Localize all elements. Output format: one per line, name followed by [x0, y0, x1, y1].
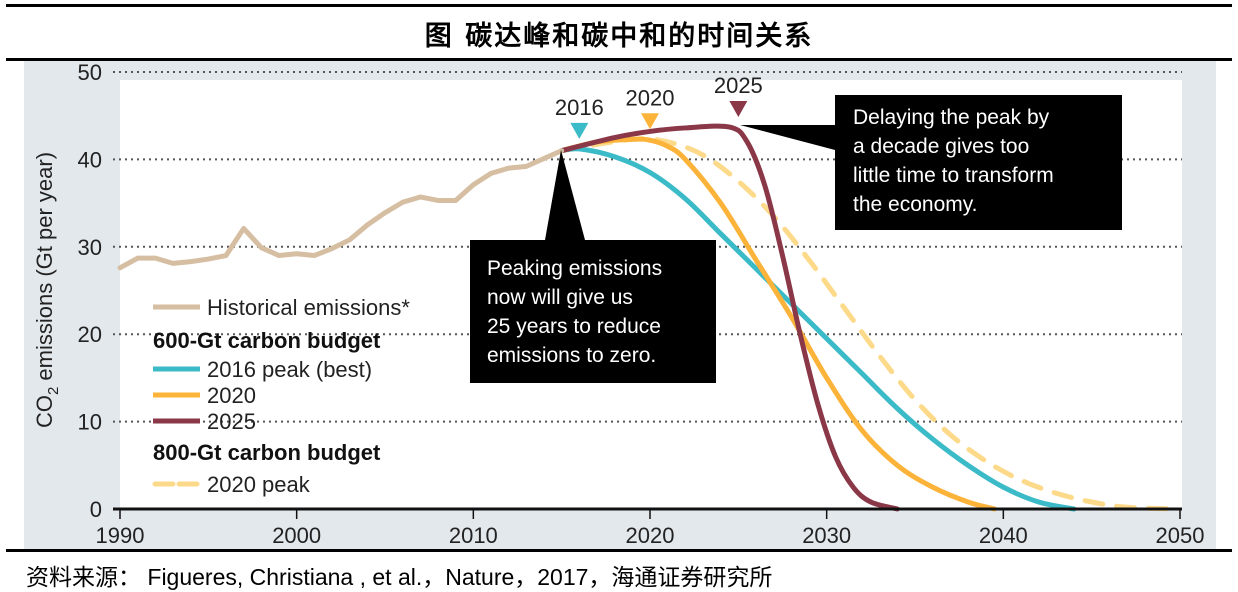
- x-tick-label: 1990: [96, 523, 145, 548]
- x-tick-label: 2020: [626, 523, 675, 548]
- peak-marker-label: 2025: [714, 73, 763, 98]
- y-tick-label: 10: [78, 410, 102, 435]
- annotation-peaking-now: Peaking emissions now will give us 25 ye…: [470, 150, 716, 383]
- peak-marker-2025: [729, 101, 748, 118]
- series-line-2020: [559, 136, 997, 512]
- annotation-pointer: [545, 150, 585, 240]
- y-tick-label: 20: [78, 322, 102, 347]
- annotation-box: [835, 95, 1122, 230]
- annotation-delaying-peak: Delaying the peak by a decade gives too …: [740, 95, 1122, 230]
- annotation-box: [470, 240, 716, 383]
- annotation-line: little time to transform: [853, 164, 1054, 187]
- peak-marker-label: 2016: [555, 95, 604, 120]
- y-tick-label: 40: [78, 147, 102, 172]
- series-line-2016-peak-best-: [559, 146, 1077, 512]
- peak-marker-2016: [570, 122, 589, 139]
- x-tick-label: 2050: [1156, 523, 1205, 548]
- y-tick-label: 30: [78, 235, 102, 260]
- top-rule: [6, 4, 1232, 7]
- y-tick-label: 50: [78, 60, 102, 85]
- annotation-line: emissions to zero.: [487, 344, 656, 367]
- series-line-historical-emissions-: [117, 148, 565, 271]
- legend-label: 2016 peak (best): [207, 357, 372, 382]
- title-rule: [6, 58, 1232, 61]
- legend-group-600gt: 600-Gt carbon budget: [153, 328, 381, 353]
- y-axis-label: CO2 emissions (Gt per year): [32, 152, 62, 428]
- series-line-2020-peak: [559, 136, 1183, 512]
- x-tick-label: 2010: [449, 523, 498, 548]
- peak-marker-2020: [641, 113, 659, 130]
- figure-title: 图 碳达峰和碳中和的时间关系: [424, 21, 814, 52]
- x-tick-label: 2040: [979, 523, 1028, 548]
- annotation-pointer: [740, 125, 835, 150]
- x-tick-label: 2000: [272, 523, 321, 548]
- source-note: 资料来源： Figueres, Christiana , et al.，Natu…: [26, 564, 773, 590]
- annotation-line: 25 years to reduce: [487, 315, 661, 338]
- legend-label: 2025: [207, 409, 256, 434]
- legend-label: 2020: [207, 383, 256, 408]
- annotation-line: Peaking emissions: [487, 257, 662, 280]
- series-line-2025: [559, 123, 900, 512]
- peak-marker-label: 2020: [626, 85, 675, 110]
- x-tick-label: 2030: [802, 523, 851, 548]
- bottom-rule: [6, 549, 1232, 552]
- legend-label: 2020 peak: [207, 472, 311, 497]
- annotation-line: Delaying the peak by: [853, 106, 1050, 129]
- legend-label: Historical emissions*: [207, 295, 410, 320]
- legend-group-800gt: 800-Gt carbon budget: [153, 440, 381, 465]
- annotation-line: a decade gives too: [853, 135, 1029, 158]
- annotation-line: now will give us: [487, 286, 633, 309]
- annotation-line: the economy.: [853, 193, 978, 216]
- legend: Historical emissions* 600-Gt carbon budg…: [152, 295, 410, 497]
- y-tick-label: 0: [90, 497, 102, 522]
